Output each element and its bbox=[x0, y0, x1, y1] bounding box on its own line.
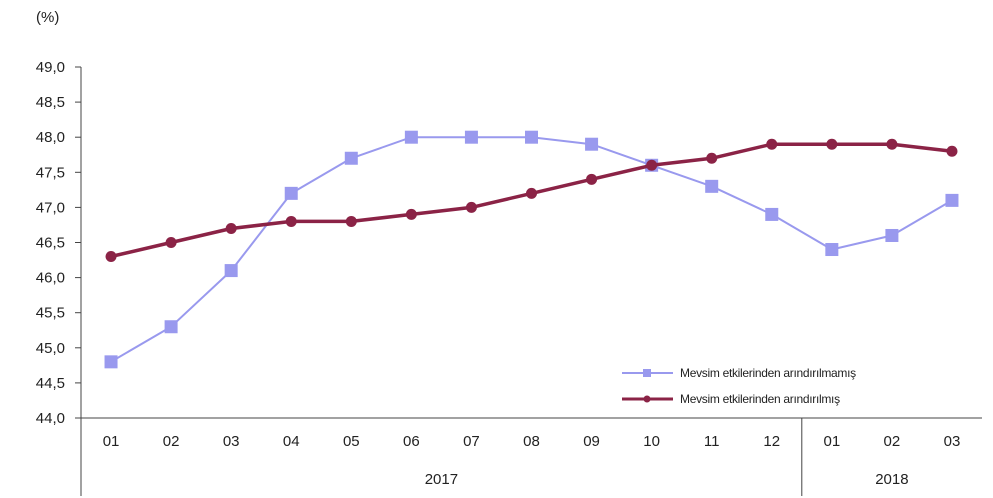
legend-label: Mevsim etkilerinden arındırılmış bbox=[680, 392, 840, 406]
x-tick-label: 10 bbox=[643, 433, 660, 450]
y-tick-label: 46,0 bbox=[36, 270, 65, 287]
x-tick-label: 02 bbox=[163, 433, 180, 450]
y-tick-label: 48,5 bbox=[36, 94, 65, 111]
chart-axes: 49,0 48,5 48,0 47,5 47,0 46,5 46,0 45,5 45,0 44,5… bbox=[36, 59, 982, 496]
data-point-square bbox=[344, 151, 358, 165]
x-tick-label: 01 bbox=[103, 433, 120, 450]
data-point-circle bbox=[766, 138, 778, 150]
data-point-circle bbox=[526, 187, 537, 199]
x-tick-label: 07 bbox=[463, 433, 480, 450]
data-point-square bbox=[825, 243, 839, 257]
series-1 bbox=[104, 130, 959, 369]
x-tick-label: 05 bbox=[343, 433, 360, 450]
data-point-circle bbox=[946, 145, 958, 157]
data-point-square bbox=[284, 186, 298, 200]
data-point-circle bbox=[826, 138, 838, 150]
x-tick-label: 01 bbox=[823, 433, 840, 450]
data-point-square bbox=[104, 355, 118, 369]
data-point-square bbox=[525, 130, 538, 144]
x-tick-label: 03 bbox=[223, 433, 240, 450]
x-tick-label: 09 bbox=[583, 433, 600, 450]
data-point-circle bbox=[646, 159, 658, 171]
legend-marker-square bbox=[643, 369, 651, 377]
data-point-circle bbox=[405, 208, 417, 220]
y-tick-label: 47,0 bbox=[36, 199, 65, 216]
data-point-square bbox=[464, 130, 478, 144]
series-2 bbox=[105, 138, 958, 263]
legend: Mevsim etkilerinden arındırılmamış Mevsim… bbox=[622, 366, 856, 406]
data-point-circle bbox=[105, 251, 117, 263]
legend-label: Mevsim etkilerinden arındırılmamış bbox=[680, 366, 856, 380]
data-point-circle bbox=[586, 173, 598, 185]
x-tick-label: 04 bbox=[283, 433, 300, 450]
year-label: 2018 bbox=[875, 471, 908, 488]
series-layer bbox=[104, 130, 959, 369]
data-point-square bbox=[585, 137, 599, 151]
data-point-circle bbox=[225, 222, 237, 234]
series-line bbox=[110, 142, 953, 259]
data-point-square bbox=[164, 320, 178, 334]
data-point-square bbox=[224, 264, 238, 278]
x-tick-label: 12 bbox=[763, 433, 780, 450]
y-axis-unit-label: (%) bbox=[36, 9, 59, 26]
x-tick-label: 03 bbox=[944, 433, 961, 450]
data-point-circle bbox=[886, 138, 898, 150]
x-tick-label: 08 bbox=[523, 433, 540, 450]
data-point-circle bbox=[285, 215, 297, 227]
y-tick-label: 45,0 bbox=[36, 340, 65, 357]
x-tick-label: 02 bbox=[884, 433, 901, 450]
y-tick-label: 48,0 bbox=[36, 129, 65, 146]
data-point-circle bbox=[165, 237, 177, 248]
x-tick-label: 06 bbox=[403, 433, 420, 450]
data-point-square bbox=[404, 130, 418, 144]
y-tick-label: 46,5 bbox=[36, 235, 65, 252]
legend-marker-circle bbox=[643, 395, 651, 403]
x-tick-label: 11 bbox=[704, 433, 720, 450]
data-point-square bbox=[705, 179, 719, 193]
data-point-square bbox=[885, 228, 899, 242]
data-point-circle bbox=[345, 215, 357, 227]
y-tick-label: 49,0 bbox=[36, 59, 65, 76]
data-point-circle bbox=[465, 201, 477, 213]
y-tick-label: 44,5 bbox=[36, 375, 65, 392]
data-point-square bbox=[765, 207, 779, 221]
data-point-square bbox=[945, 193, 959, 207]
y-tick-label: 47,5 bbox=[36, 164, 65, 181]
data-point-circle bbox=[706, 152, 718, 164]
y-tick-label: 45,5 bbox=[36, 305, 65, 322]
y-tick-label: 44,0 bbox=[36, 410, 65, 427]
year-label: 2017 bbox=[425, 471, 458, 488]
